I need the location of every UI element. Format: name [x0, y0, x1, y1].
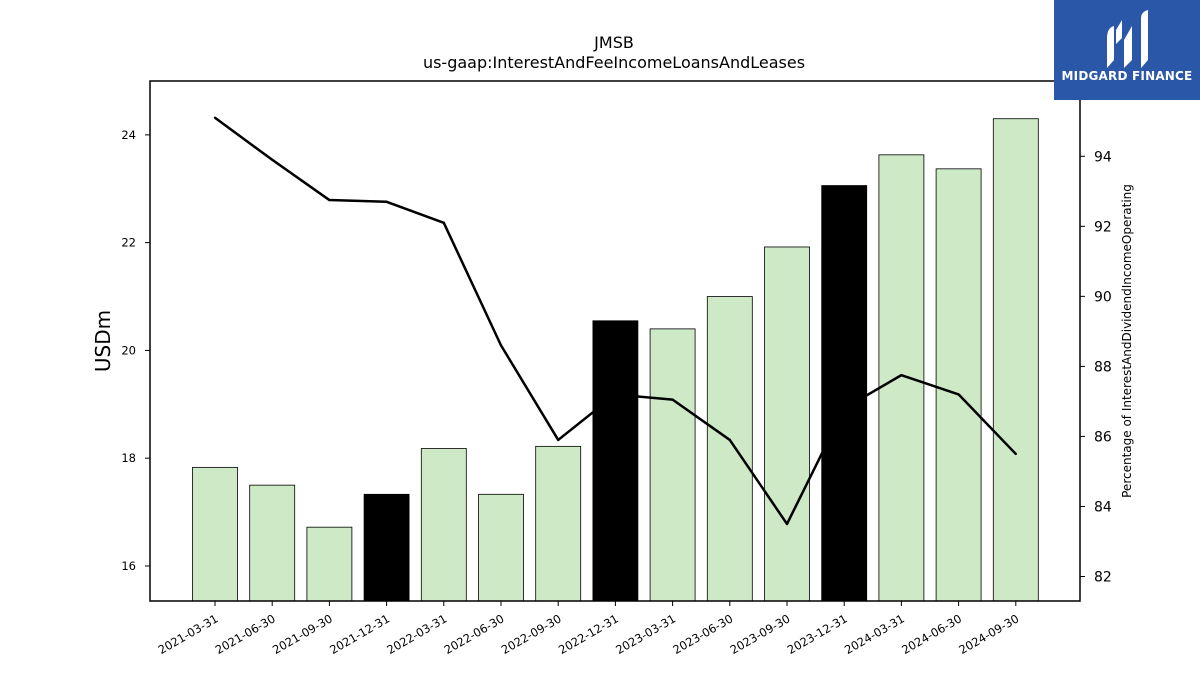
y-tick-label: 18 — [121, 451, 136, 465]
x-tick-label: 2021-12-31 — [327, 611, 392, 657]
line-point-2023-06-30 — [728, 438, 731, 442]
x-tick-label: 2024-09-30 — [956, 611, 1021, 657]
y-tick-label: 24 — [121, 128, 136, 142]
line-point-2021-09-30 — [328, 198, 331, 202]
line-point-2022-06-30 — [499, 344, 503, 347]
y2-tick-label: 88 — [1094, 359, 1112, 375]
bar-2022-06-30 — [478, 493, 524, 602]
line-point-2023-03-31 — [671, 398, 674, 401]
bar-2021-03-31 — [192, 466, 238, 602]
y-tick-label: 22 — [121, 236, 136, 250]
x-tick-label: 2024-03-31 — [842, 611, 907, 657]
bar-2023-09-30 — [764, 246, 810, 602]
logo-text: MIDGARD FINANCE — [1061, 69, 1193, 83]
y-tick-label: 16 — [121, 559, 136, 573]
bar-2024-09-30 — [992, 118, 1039, 602]
line-point-2023-09-30 — [785, 522, 789, 526]
bar-2021-06-30 — [249, 484, 296, 602]
bar-2023-12-31 — [821, 185, 868, 602]
bar-2023-06-30 — [706, 296, 753, 602]
bar-2024-06-30 — [935, 168, 982, 602]
x-axis: 2021-03-312021-06-302021-09-302021-12-31… — [156, 601, 1021, 657]
bar-2022-03-31 — [420, 448, 467, 602]
line-point-2022-12-31 — [614, 393, 617, 396]
line-point-2024-06-30 — [957, 393, 960, 396]
x-tick-label: 2023-03-31 — [613, 611, 678, 657]
line-point-2022-03-31 — [442, 221, 445, 225]
x-tick-label: 2021-06-30 — [213, 611, 278, 657]
line-point-2022-09-30 — [557, 438, 560, 442]
x-tick-label: 2023-12-31 — [785, 611, 850, 657]
chart-subtitle: us-gaap:InterestAndFeeIncomeLoansAndLeas… — [423, 53, 805, 72]
line-point-2021-03-31 — [213, 116, 217, 119]
line-point-2023-12-31 — [843, 407, 846, 410]
bar-2023-03-31 — [649, 328, 696, 602]
y2-tick-label: 90 — [1094, 289, 1112, 305]
x-tick-label: 2023-06-30 — [670, 611, 735, 657]
x-tick-label: 2021-03-31 — [156, 611, 221, 657]
y-axis-left: 16 18 20 22 24 — [121, 128, 150, 573]
bar-2024-03-31 — [878, 154, 925, 602]
y2-tick-label: 92 — [1094, 219, 1112, 235]
y-axis-label: USDm — [91, 310, 115, 372]
x-tick-label: 2022-03-31 — [384, 611, 449, 657]
line-series — [213, 116, 1017, 526]
x-tick-label: 2022-09-30 — [499, 611, 564, 657]
line-point-2021-06-30 — [271, 158, 274, 161]
y2-tick-label: 82 — [1094, 569, 1112, 585]
bar-series — [192, 118, 1039, 602]
bar-2022-09-30 — [535, 445, 582, 602]
x-tick-label: 2022-12-31 — [556, 611, 621, 657]
logo-mark-icon — [1107, 10, 1148, 68]
bar-2021-09-30 — [306, 526, 353, 602]
y-axis-right: 82 84 86 88 90 92 94 — [1080, 149, 1112, 585]
bar-2022-12-31 — [592, 320, 639, 602]
y2-tick-label: 84 — [1094, 499, 1112, 515]
chart-title: JMSB — [593, 33, 634, 52]
y2-axis-label: Percentage of InterestAndDividendIncomeO… — [1120, 184, 1134, 498]
y2-tick-label: 94 — [1094, 149, 1112, 165]
y-tick-label: 20 — [121, 343, 136, 357]
x-tick-label: 2022-06-30 — [442, 611, 507, 657]
x-tick-label: 2024-06-30 — [899, 611, 964, 657]
midgard-finance-logo: MIDGARD FINANCE — [1054, 0, 1200, 100]
line-point-2024-09-30 — [1014, 452, 1017, 456]
y2-tick-label: 86 — [1094, 429, 1112, 445]
x-tick-label: 2023-09-30 — [728, 611, 793, 657]
line-point-2024-03-31 — [900, 373, 903, 377]
bar-2021-12-31 — [363, 493, 410, 602]
x-tick-label: 2021-09-30 — [270, 611, 335, 657]
line-point-2021-12-31 — [385, 200, 388, 204]
